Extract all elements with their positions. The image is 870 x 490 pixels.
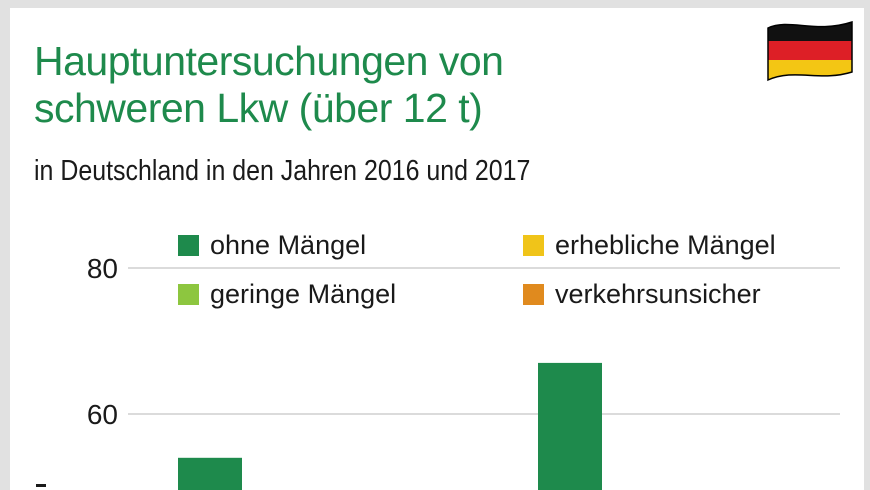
legend-swatch [178, 284, 199, 305]
legend-swatch [178, 235, 199, 256]
title-line-2: schweren Lkw (über 12 t) [34, 85, 483, 131]
bar-2017 [538, 362, 602, 490]
legend-swatch [523, 235, 544, 256]
germany-flag-icon [767, 20, 853, 82]
legend-item: verkehrsunsicher [523, 279, 761, 310]
legend-label: ohne Mängel [210, 230, 367, 260]
bar-chart: 80 60 [36, 253, 840, 490]
legend-item: geringe Mängel [178, 279, 396, 310]
y-axis-label-fragment [36, 484, 46, 487]
legend-label: geringe Mängel [210, 279, 397, 309]
chart-title: Hauptuntersuchungen von schweren Lkw (üb… [34, 38, 504, 132]
legend-label: erhebliche Mängel [555, 230, 776, 260]
title-line-1: Hauptuntersuchungen von [34, 38, 504, 84]
legend-item: ohne Mängel [178, 230, 366, 261]
y-tick-label: 80 [87, 253, 118, 284]
legend-item: erhebliche Mängel [523, 230, 776, 261]
chart-card: Hauptuntersuchungen von schweren Lkw (üb… [10, 8, 864, 490]
legend-label: verkehrsunsicher [555, 279, 761, 309]
chart-subtitle: in Deutschland in den Jahren 2016 und 20… [34, 155, 531, 187]
legend-swatch [523, 284, 544, 305]
y-tick-label: 60 [87, 399, 118, 430]
bar-2016 [178, 457, 242, 490]
flag-band [768, 41, 852, 60]
